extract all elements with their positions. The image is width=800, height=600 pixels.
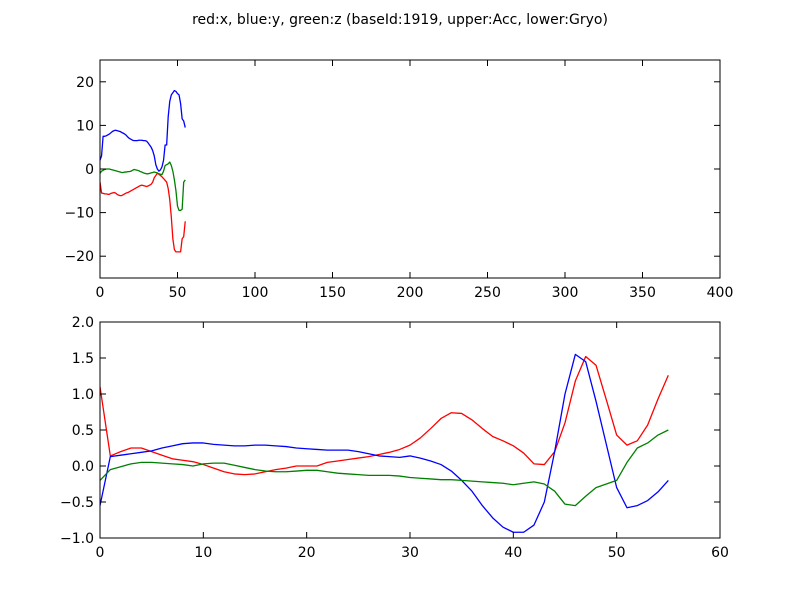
y-tick-label: 0 — [85, 162, 94, 178]
y-tick-label: 1.0 — [72, 387, 94, 403]
lower-chart-gyro: 0 10 20 30 40 50 60 2.0 1.5 1.0 0.5 0.0 −0.5 −1.0 — [60, 315, 729, 561]
x-tick-label: 300 — [552, 285, 579, 301]
y-tick-label: −10 — [64, 206, 94, 222]
series-line-blue-y — [100, 353, 669, 533]
y-tick-label: −20 — [64, 249, 94, 265]
series-group — [100, 89, 186, 253]
series-line-blue-y — [100, 89, 186, 172]
y-tick-label: 1.5 — [72, 351, 94, 367]
series-line-green-z — [100, 429, 669, 507]
x-tick-label: 0 — [96, 545, 105, 561]
y-tick-label: −1.0 — [60, 531, 94, 547]
x-tick-label: 20 — [298, 545, 316, 561]
x-tick-label: 50 — [169, 285, 187, 301]
x-tick-label: 250 — [474, 285, 501, 301]
series-line-green-z — [100, 161, 186, 212]
x-tick-label: 10 — [194, 545, 212, 561]
y-tick-label: 0.0 — [72, 459, 94, 475]
x-tick-label: 150 — [319, 285, 346, 301]
x-tick-label: 50 — [608, 545, 626, 561]
x-tick-label: 100 — [242, 285, 269, 301]
x-tick-label: 40 — [504, 545, 522, 561]
y-tick-label: 10 — [76, 118, 94, 134]
x-tick-label: 0 — [96, 285, 105, 301]
y-tick-label: 0.5 — [72, 423, 94, 439]
x-tick-label: 60 — [711, 545, 729, 561]
figure-title: red:x, blue:y, green:z (baseId:1919, upp… — [192, 12, 608, 28]
x-tick-label: 200 — [397, 285, 424, 301]
y-tick-label: 2.0 — [72, 315, 94, 331]
x-tick-label: 400 — [707, 285, 734, 301]
x-tick-label: 30 — [401, 545, 419, 561]
x-tick-label: 350 — [629, 285, 656, 301]
series-line-red-x — [100, 355, 669, 476]
series-group — [100, 353, 669, 533]
series-line-red-x — [100, 172, 186, 253]
y-tick-label: 20 — [76, 75, 94, 91]
y-tick-label: −0.5 — [60, 495, 94, 511]
